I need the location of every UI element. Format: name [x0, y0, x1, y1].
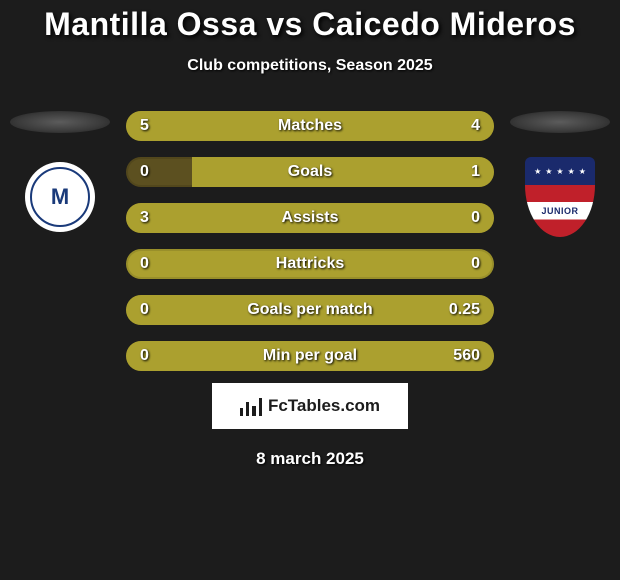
stat-label: Assists [282, 209, 339, 227]
stat-label: Goals [288, 163, 332, 181]
club-crest-right: ★ ★ ★ ★ ★ JUNIOR [518, 155, 602, 239]
stat-bar: 0 Goals 1 [126, 157, 494, 187]
crest-right-top: ★ ★ ★ ★ ★ [525, 157, 595, 185]
crest-left-ring [30, 167, 90, 227]
brand-text: FcTables.com [268, 396, 380, 416]
stat-bar-fill-right [192, 157, 494, 187]
stat-bar: 0 Min per goal 560 [126, 341, 494, 371]
crest-right-shield: ★ ★ ★ ★ ★ JUNIOR [525, 157, 595, 237]
stat-bar: 0 Goals per match 0.25 [126, 295, 494, 325]
stat-value-right: 560 [453, 347, 480, 365]
stat-bar: 5 Matches 4 [126, 111, 494, 141]
stat-label: Matches [278, 117, 342, 135]
stat-value-left: 5 [140, 117, 149, 135]
star-icon: ★ [568, 167, 575, 176]
stat-bar-fill-right [332, 111, 494, 141]
platform-right [510, 111, 610, 133]
stat-value-right: 4 [471, 117, 480, 135]
stat-label: Goals per match [247, 301, 372, 319]
infographic-date: 8 march 2025 [256, 449, 364, 469]
brand-box: FcTables.com [212, 383, 408, 429]
brand-bars-icon [240, 396, 262, 416]
left-player-column: M [10, 111, 110, 239]
stat-bar: 3 Assists 0 [126, 203, 494, 233]
stat-label: Min per goal [263, 347, 357, 365]
main-row: M 5 Matches 4 0 Goals 1 3 Assists 0 0 Hattricks 0 0 G… [0, 111, 620, 371]
page-subtitle: Club competitions, Season 2025 [187, 57, 432, 75]
stat-label: Hattricks [276, 255, 344, 273]
star-icon: ★ [534, 167, 541, 176]
stat-bar: 0 Hattricks 0 [126, 249, 494, 279]
crest-right-body: JUNIOR [525, 185, 595, 237]
stat-value-left: 0 [140, 347, 149, 365]
infographic-root: Mantilla Ossa vs Caicedo Mideros Club co… [0, 0, 620, 580]
platform-left [10, 111, 110, 133]
crest-right-label: JUNIOR [541, 206, 578, 216]
stat-value-right: 0 [471, 209, 480, 227]
stat-value-left: 0 [140, 163, 149, 181]
stat-value-right: 0.25 [449, 301, 480, 319]
stat-value-right: 1 [471, 163, 480, 181]
stat-value-left: 3 [140, 209, 149, 227]
stat-value-right: 0 [471, 255, 480, 273]
stat-value-left: 0 [140, 255, 149, 273]
star-icon: ★ [579, 167, 586, 176]
club-crest-left: M [18, 155, 102, 239]
stats-bars: 5 Matches 4 0 Goals 1 3 Assists 0 0 Hattricks 0 0 Goa… [126, 111, 494, 371]
stat-value-left: 0 [140, 301, 149, 319]
star-icon: ★ [545, 167, 552, 176]
crest-left-circle: M [25, 162, 95, 232]
right-player-column: ★ ★ ★ ★ ★ JUNIOR [510, 111, 610, 239]
star-icon: ★ [556, 167, 563, 176]
page-title: Mantilla Ossa vs Caicedo Mideros [44, 6, 576, 43]
